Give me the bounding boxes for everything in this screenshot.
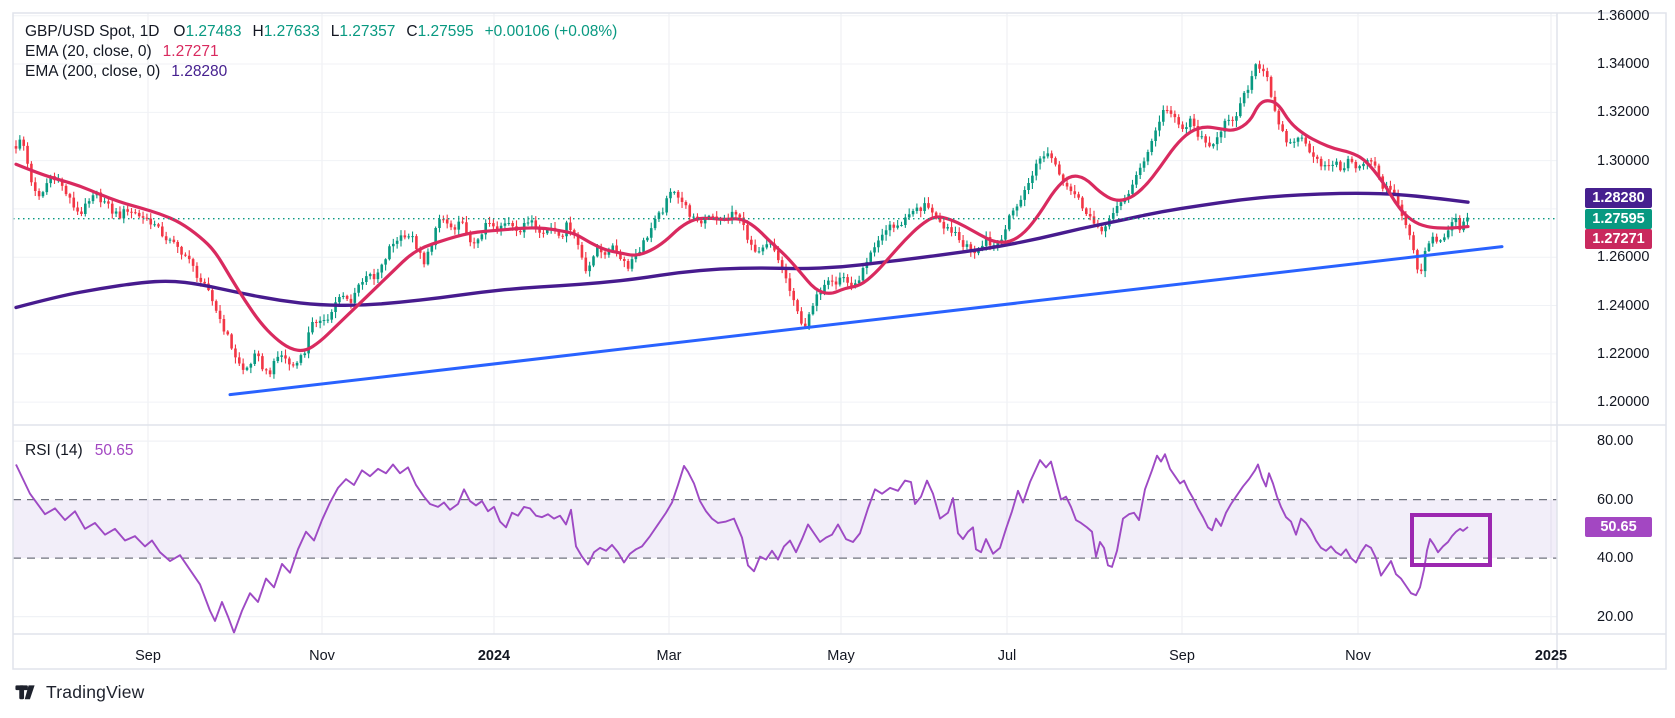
ema200-price-label: 1.28280 <box>1585 188 1652 208</box>
rsi-tick-label: 20.00 <box>1597 608 1634 625</box>
tradingview-logo-icon <box>15 685 35 700</box>
ema20-value: 1.27271 <box>162 43 219 60</box>
rsi-line[interactable] <box>15 453 1469 634</box>
ema20-label[interactable]: EMA (20, close, 0) <box>25 43 152 60</box>
ema200-value: 1.28280 <box>171 63 228 80</box>
ema200-line[interactable] <box>14 191 1470 310</box>
ema20-legend-row: EMA (20, close, 0) 1.27271 <box>25 42 628 62</box>
time-tick-label: Nov <box>1345 648 1371 664</box>
price-tick-label: 1.20000 <box>1597 394 1650 411</box>
time-tick-label: May <box>827 648 855 664</box>
price-tick-label: 1.22000 <box>1597 345 1650 362</box>
tradingview-logo[interactable]: TradingView <box>14 681 145 704</box>
time-tick-label: Mar <box>656 648 682 664</box>
ema200-label[interactable]: EMA (200, close, 0) <box>25 63 161 80</box>
symbol-title[interactable]: GBP/USD Spot, 1D <box>25 23 160 40</box>
price-tick-label: 1.36000 <box>1597 7 1650 24</box>
rsi-value-label: 50.65 <box>1585 517 1652 537</box>
rsi-band <box>13 499 1557 559</box>
symbol-legend-row: GBP/USD Spot, 1D O1.27483 H1.27633 L1.27… <box>25 22 628 42</box>
last-price-label: 1.27595 <box>1585 208 1652 229</box>
time-tick-label: 2024 <box>477 648 511 664</box>
rsi-tick-label: 40.00 <box>1597 550 1634 567</box>
ohlc-open: O1.27483 <box>173 23 242 40</box>
ohlc-high: H1.27633 <box>252 23 320 40</box>
time-tick-label: Jul <box>997 648 1017 664</box>
rsi-legend-row: RSI (14) 50.65 <box>25 441 134 461</box>
ema20-line[interactable] <box>14 99 1470 353</box>
rsi-label[interactable]: RSI (14) <box>25 442 83 459</box>
ohlc-close: C1.27595 <box>406 23 474 40</box>
rsi-value: 50.65 <box>94 442 134 459</box>
price-tick-label: 1.30000 <box>1597 152 1650 169</box>
trendline[interactable] <box>228 245 1504 397</box>
price-tick-label: 1.26000 <box>1597 249 1650 266</box>
main-legend: GBP/USD Spot, 1D O1.27483 H1.27633 L1.27… <box>25 22 628 82</box>
time-tick-label: Sep <box>1169 648 1195 664</box>
ema200-legend-row: EMA (200, close, 0) 1.28280 <box>25 62 628 82</box>
time-tick-label: 2025 <box>1534 648 1568 664</box>
change-value: +0.00106 (+0.08%) <box>484 23 618 40</box>
price-tick-label: 1.32000 <box>1597 104 1650 121</box>
ohlc-low: L1.27357 <box>330 23 396 40</box>
rsi-tick-label: 80.00 <box>1597 433 1634 450</box>
price-tick-label: 1.24000 <box>1597 297 1650 314</box>
price-tick-label: 1.34000 <box>1597 56 1650 72</box>
tradingview-logo-text: TradingView <box>46 682 145 702</box>
rsi-highlight-box[interactable] <box>1410 513 1492 567</box>
rsi-tick-label: 60.00 <box>1597 491 1634 508</box>
time-tick-label: Sep <box>135 648 161 664</box>
time-tick-label: Nov <box>309 648 335 664</box>
ema20-price-label: 1.27271 <box>1585 229 1652 249</box>
widget-border <box>12 12 1667 670</box>
